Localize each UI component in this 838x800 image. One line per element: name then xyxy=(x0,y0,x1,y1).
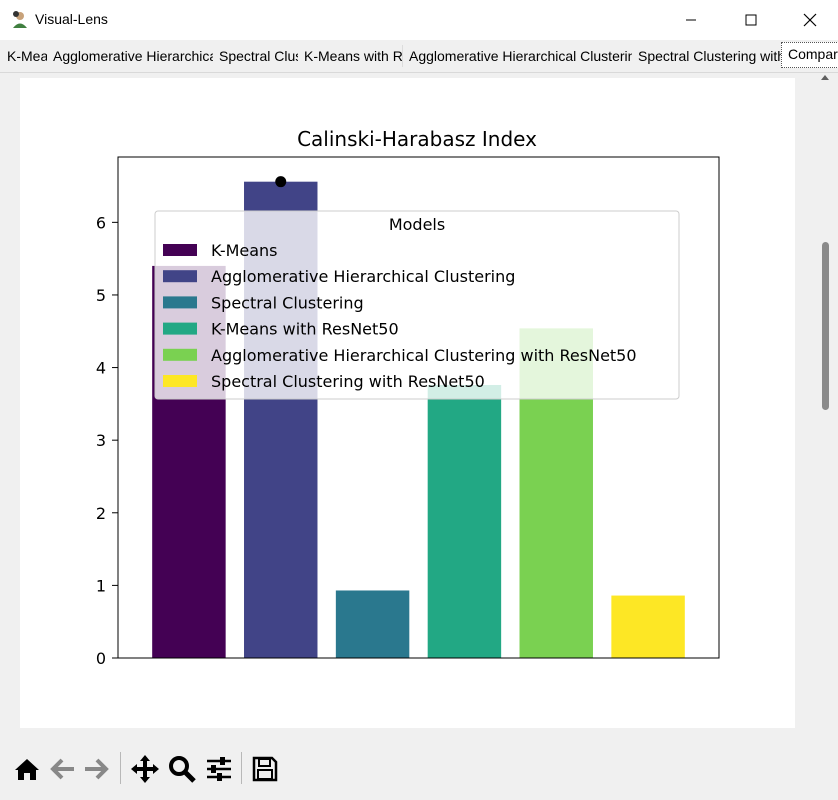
y-tick-label: 0 xyxy=(96,649,106,668)
legend-swatch-1 xyxy=(163,270,197,283)
legend-swatch-5 xyxy=(163,375,197,387)
tab-spectral-resnet50[interactable]: Spectral Clustering with ResNet50 xyxy=(632,45,782,67)
legend-swatch-0 xyxy=(163,244,197,256)
save-icon xyxy=(252,756,278,782)
tab-kmeans[interactable]: K-Means xyxy=(1,45,48,67)
title-bar: Visual-Lens xyxy=(0,0,838,40)
y-tick-label: 3 xyxy=(96,431,106,450)
legend-label-5: Spectral Clustering with ResNet50 xyxy=(211,372,485,391)
legend-title: Models xyxy=(389,215,445,234)
configure-subplots-icon xyxy=(207,757,231,781)
highlight-marker xyxy=(275,176,287,188)
y-tick-label: 6 xyxy=(96,213,106,232)
legend-label-0: K-Means xyxy=(211,241,278,260)
legend: Models K-Means Agglomerative Hierarchical… xyxy=(154,210,680,400)
configure-subplots-button[interactable] xyxy=(205,755,233,783)
toolbar-separator xyxy=(241,752,242,784)
legend-swatch-3 xyxy=(163,322,197,335)
tab-kmeans-resnet50[interactable]: K-Means with ResNet50 xyxy=(298,45,403,67)
maximize-button[interactable] xyxy=(728,0,774,40)
scroll-up-arrow-icon[interactable] xyxy=(820,73,830,81)
legend-box xyxy=(154,210,680,400)
close-icon xyxy=(803,13,817,27)
legend-swatch-2 xyxy=(163,296,197,309)
y-tick-label: 4 xyxy=(96,359,106,378)
home-icon xyxy=(15,759,39,780)
zoom-icon xyxy=(169,756,196,783)
pan-icon xyxy=(131,755,159,783)
tab-comparison[interactable]: Comparison xyxy=(781,42,838,68)
back-button[interactable] xyxy=(49,755,77,783)
app-icon xyxy=(13,11,27,28)
legend-label-1: Agglomerative Hierarchical Clustering xyxy=(211,267,515,286)
y-tick-label: 2 xyxy=(96,504,106,523)
forward-button[interactable] xyxy=(82,755,110,783)
scrollbar-thumb[interactable] xyxy=(822,242,829,410)
close-button[interactable] xyxy=(787,0,833,40)
chart-title: Calinski-Harabasz Index xyxy=(297,127,537,151)
maximize-icon xyxy=(745,14,757,26)
pan-button[interactable] xyxy=(131,755,159,783)
minimize-icon xyxy=(686,19,696,21)
forward-arrow-icon xyxy=(85,758,109,780)
tab-spectral[interactable]: Spectral Clustering xyxy=(213,45,300,67)
back-arrow-icon xyxy=(50,758,74,780)
y-tick-label: 5 xyxy=(96,286,106,305)
save-button[interactable] xyxy=(251,755,279,783)
bar-3 xyxy=(427,384,502,658)
navigation-toolbar xyxy=(0,740,838,800)
legend-swatch-4 xyxy=(163,348,197,361)
legend-label-3: K-Means with ResNet50 xyxy=(211,320,399,339)
bar-2 xyxy=(335,590,410,658)
minimize-button[interactable] xyxy=(668,0,714,40)
bar-5 xyxy=(611,595,685,658)
legend-label-4: Agglomerative Hierarchical Clustering wi… xyxy=(211,346,637,365)
window-title: Visual-Lens xyxy=(35,11,108,27)
tab-agglomerative-resnet50[interactable]: Agglomerative Hierarchical Clustering xyxy=(403,45,633,67)
legend-label-2: Spectral Clustering xyxy=(211,293,364,312)
toolbar-separator xyxy=(120,752,121,784)
y-tick-label: 1 xyxy=(96,576,106,595)
plot-frame xyxy=(117,156,720,659)
home-button[interactable] xyxy=(13,755,41,783)
zoom-button[interactable] xyxy=(168,755,196,783)
